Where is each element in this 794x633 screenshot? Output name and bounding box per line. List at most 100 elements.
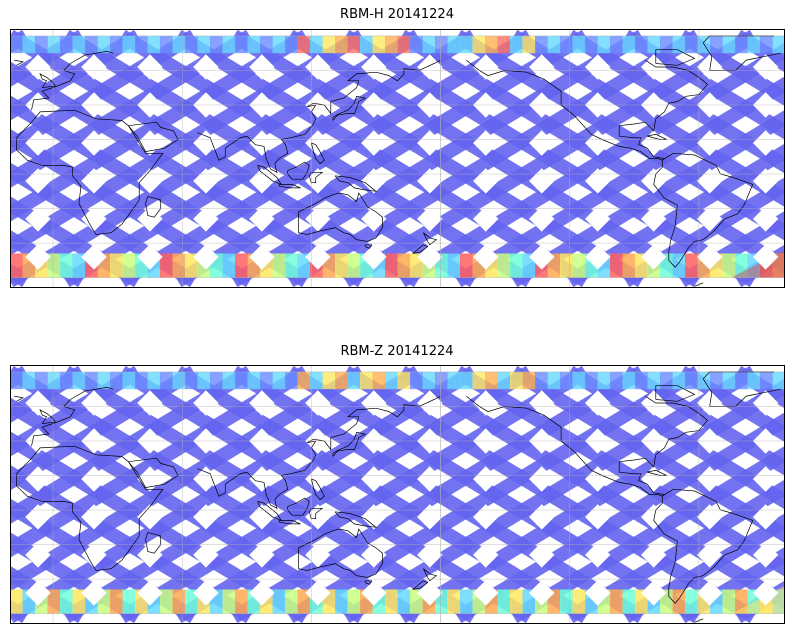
north-band-cell [435,35,448,54]
south-band-cell [722,253,736,278]
south-band-cell [347,589,361,614]
coastline-tasmania [364,244,373,249]
north-band-cell [510,35,523,54]
gap-cell [249,390,275,416]
north-band-cell [410,371,423,390]
orbit-track [566,29,785,174]
gap-cell [529,580,555,606]
south-band-cell [72,589,86,614]
gap-cell [696,390,723,416]
south-band-cell [460,589,473,614]
coastline-europe [31,51,114,111]
orbit-track [454,29,785,241]
north-band-cell [247,35,261,54]
gap-cell [584,390,611,416]
north-band-cell [472,371,486,390]
gap-cell [640,206,667,232]
south-band-cell [72,253,86,278]
south-band-cell [47,253,61,278]
south-band-cell [10,253,23,278]
gap-cell [473,390,499,416]
coastline-nz2 [412,244,429,254]
north-band-cell [22,35,36,54]
south-band-cell [297,589,311,614]
north-band-cell [285,371,298,390]
north-band-cell [760,35,773,54]
north-band-cell [60,35,73,54]
south-band-cell [297,253,311,278]
coastline-africa [16,109,164,235]
gap-cell [696,542,723,568]
coastline-borneo [287,497,310,516]
north-band-cell [472,35,486,54]
north-band-cell [185,371,198,390]
gap-cell [81,130,107,156]
south-band-cell [347,253,361,278]
north-band-cell [522,35,536,54]
north-band-cell [672,371,686,390]
gap-cell [473,504,499,530]
south-band-cell [385,253,398,278]
coastline-java [278,184,301,189]
coastline-seasia [246,395,441,509]
gap-cell [417,206,443,232]
coastline-baffin [655,385,696,402]
north-band-cell [460,371,473,390]
north-band-cell [372,35,386,54]
gap-cell [696,504,723,530]
north-band-cell [360,371,373,390]
south-band-cell [685,589,698,614]
north-band-cell [560,371,573,390]
gap-cell [473,244,499,270]
south-band-cell [335,253,348,278]
coastline-philippines [311,478,325,501]
south-band-cell [672,589,686,614]
gap-cell [752,504,779,530]
gap-cell [696,130,723,156]
north-band-cell [272,371,286,390]
south-band-cell [397,589,411,614]
north-band-cell [35,35,48,54]
coastline-namerica [466,59,708,161]
north-band-cell [47,35,61,54]
south-band-cell [110,253,123,278]
orbit-track [678,365,785,443]
coastline-nz2 [412,580,429,590]
coastline-philippines [311,142,325,165]
gap-cell [640,580,667,606]
gap-cell [696,54,723,80]
gap-cell [584,244,611,270]
north-band-cell [322,371,336,390]
south-band-cell [172,589,186,614]
gap-cell [696,168,723,194]
north-band-cell [735,35,748,54]
gap-cell [137,390,163,416]
north-band-cell [160,35,173,54]
north-band-cell [735,371,748,390]
coastline-seasia [246,59,441,173]
gap-cell [640,168,667,194]
south-band-cell [222,253,236,278]
south-band-cell [572,589,586,614]
north-band-cell [397,35,411,54]
south-band-cell [685,253,698,278]
gap-cell [640,542,667,568]
north-band-cell [210,35,223,54]
gap-cell [417,580,443,606]
gap-cell [529,168,555,194]
south-band-cell [622,589,636,614]
north-band-cell [85,35,98,54]
orbit-track [622,29,785,140]
south-band-cell [447,589,461,614]
north-band-cell [710,371,723,390]
orbit-track [566,365,785,510]
south-band-cell [235,253,248,278]
gap-cell [417,390,443,416]
north-band-cell [260,371,273,390]
north-band-cell [85,371,98,390]
north-band-cell [685,371,698,390]
south-band-cell [60,253,73,278]
north-band-cell [647,35,661,54]
north-band-cell [447,35,461,54]
data-layer [10,365,785,624]
